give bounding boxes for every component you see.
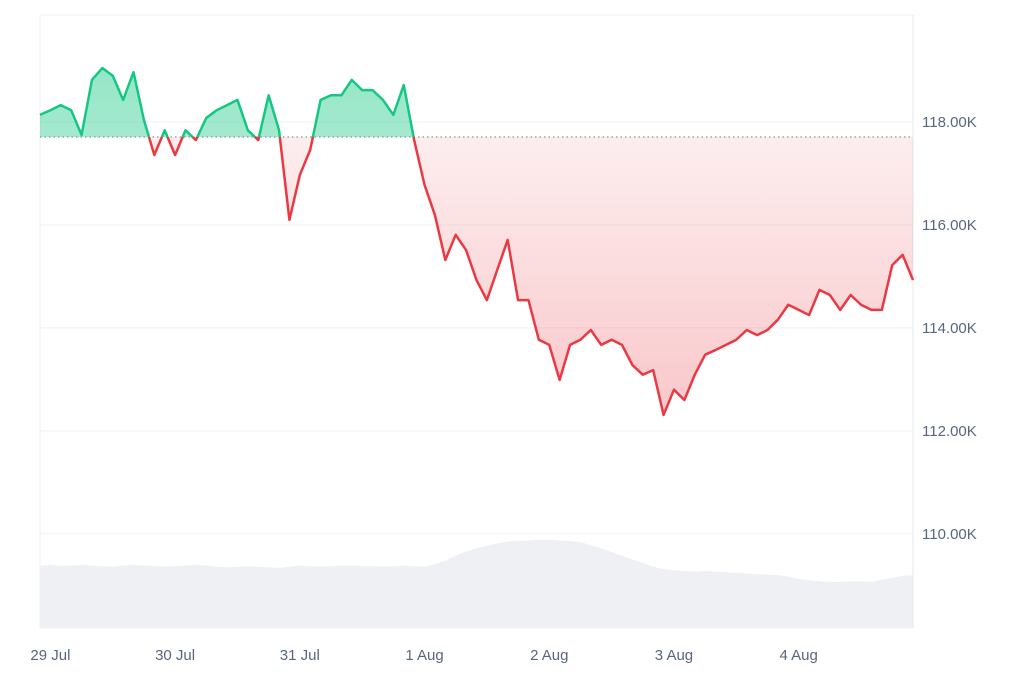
price-line-up [39,66,415,137]
volume-area [40,539,913,628]
y-tick-label: 114.00K [922,320,977,337]
x-tick-label: 31 Jul [280,647,320,664]
x-tick-label: 3 Aug [655,647,693,664]
x-tick-label: 4 Aug [779,647,817,664]
y-tick-label: 110.00K [922,526,977,543]
area-up [40,68,913,137]
x-tick-label: 30 Jul [155,647,195,664]
plot-frame [39,14,914,629]
y-tick-label: 112.00K [922,423,977,440]
x-tick-label: 29 Jul [30,647,70,664]
area-down [148,136,913,415]
x-tick-label: 1 Aug [405,647,443,664]
y-tick-label: 118.00K [922,114,977,131]
y-tick-label: 116.00K [922,217,977,234]
x-tick-label: 2 Aug [530,647,568,664]
price-line-down [147,136,915,417]
